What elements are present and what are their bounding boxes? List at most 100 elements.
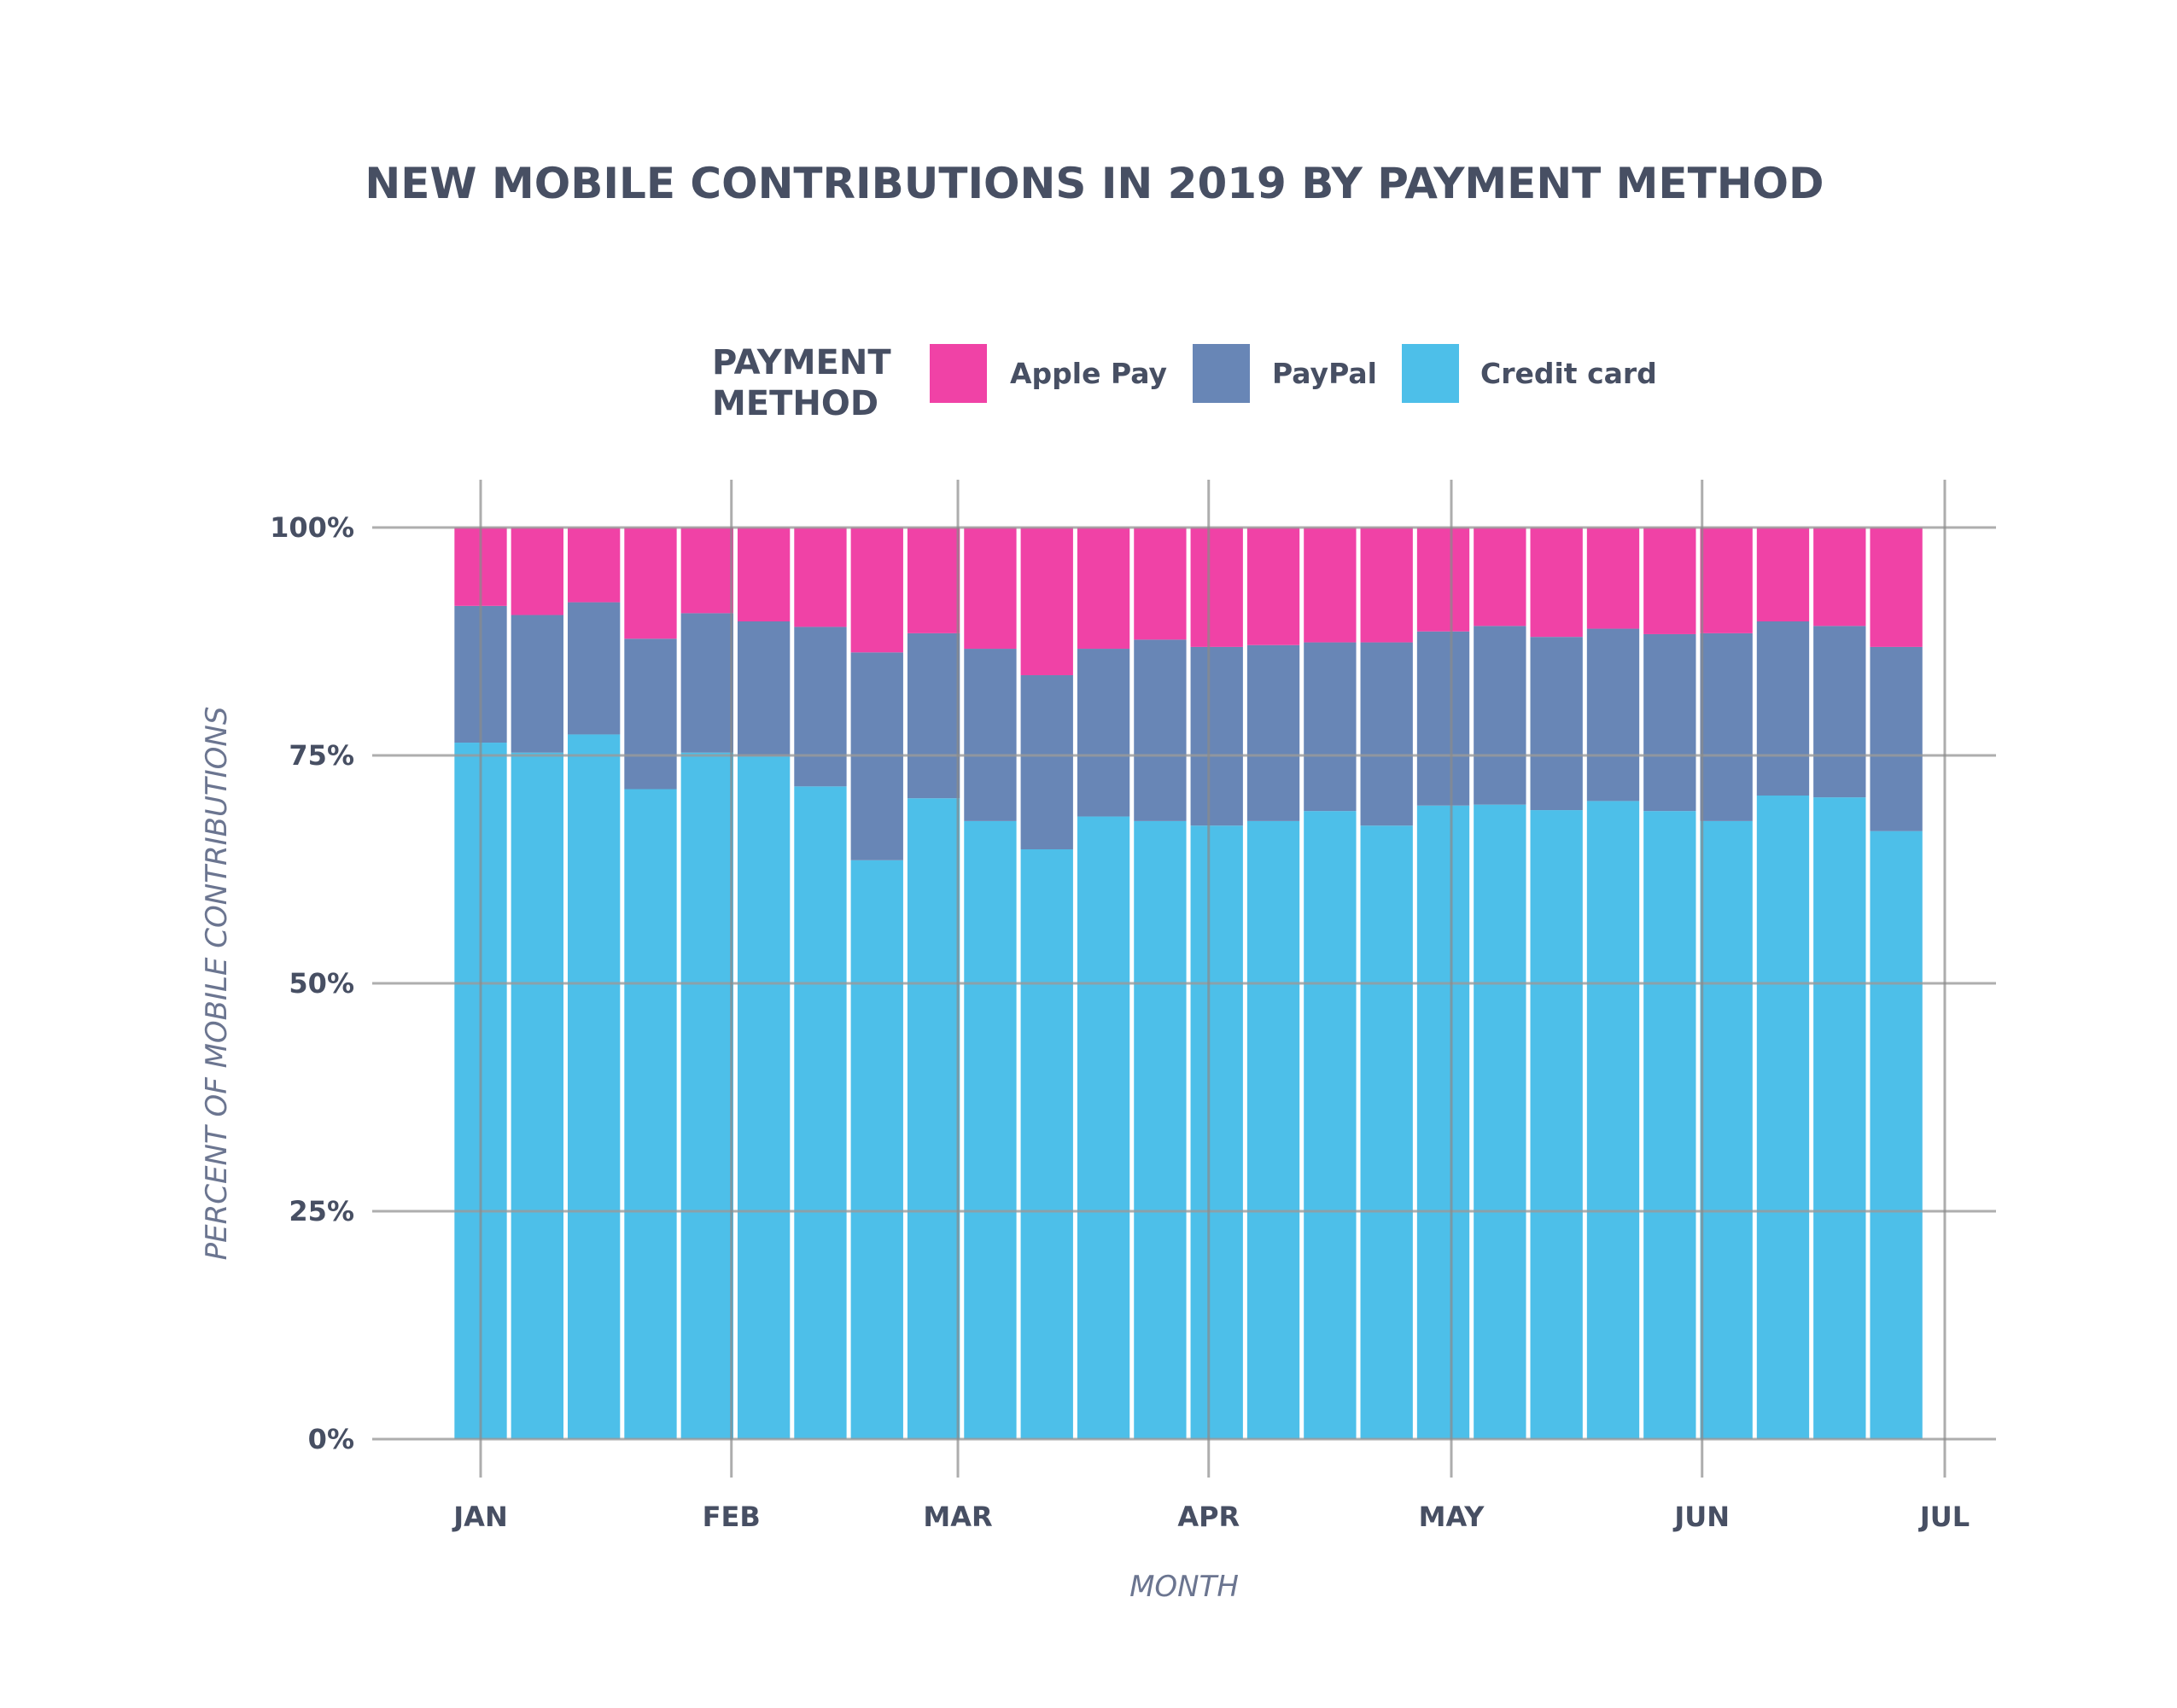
bar-credit-card xyxy=(1416,805,1470,1439)
legend-title-line2: METHOD xyxy=(712,384,878,423)
y-tick-label: 25% xyxy=(289,1195,354,1227)
bar-paypal xyxy=(1870,646,1923,831)
y-tick-label: 50% xyxy=(289,967,354,1000)
legend-swatch-apple-pay xyxy=(930,344,987,403)
bar-apple-pay xyxy=(1700,528,1753,633)
bar-apple-pay xyxy=(1304,528,1357,643)
bar-paypal xyxy=(1134,639,1187,821)
bar-apple-pay xyxy=(1360,528,1413,643)
legend-label-paypal: PayPal xyxy=(1272,357,1377,390)
bar-paypal xyxy=(1530,637,1583,811)
legend-label-apple-pay: Apple Pay xyxy=(1010,357,1167,390)
bar-credit-card xyxy=(1813,797,1866,1439)
bar-credit-card xyxy=(1700,820,1753,1439)
bar-credit-card xyxy=(567,734,621,1439)
y-tick-label: 0% xyxy=(308,1423,354,1455)
bar-apple-pay xyxy=(1246,528,1300,645)
bar-paypal xyxy=(1416,631,1470,806)
bar-paypal xyxy=(907,632,960,799)
bar-credit-card xyxy=(1020,849,1073,1439)
bar-credit-card xyxy=(511,752,563,1439)
bar-apple-pay xyxy=(567,528,621,603)
bar-paypal xyxy=(1586,628,1640,802)
bar-apple-pay xyxy=(1077,528,1130,650)
bars xyxy=(454,528,1923,1439)
bar-credit-card xyxy=(1246,820,1300,1439)
bar-apple-pay xyxy=(737,528,791,622)
bar-paypal xyxy=(511,615,563,753)
bar-apple-pay xyxy=(1643,528,1696,634)
bar-paypal xyxy=(1756,621,1810,796)
x-tick-label: JAN xyxy=(452,1501,507,1533)
bar-paypal xyxy=(1304,642,1357,812)
y-tick-label: 100% xyxy=(270,511,354,544)
bar-credit-card xyxy=(1586,801,1640,1439)
bar-apple-pay xyxy=(1474,528,1526,627)
bar-credit-card xyxy=(1756,795,1810,1439)
x-tick-label: JUN xyxy=(1672,1501,1730,1533)
bar-apple-pay xyxy=(1530,528,1583,638)
bar-credit-card xyxy=(850,860,903,1439)
bar-credit-card xyxy=(907,798,960,1439)
bar-credit-card xyxy=(1530,810,1583,1439)
bar-credit-card xyxy=(624,789,677,1439)
bar-credit-card xyxy=(680,752,733,1439)
bar-apple-pay xyxy=(1586,528,1640,629)
y-axis-title: PERCENT OF MOBILE CONTRIBUTIONS xyxy=(200,707,234,1261)
bar-paypal xyxy=(794,627,847,787)
bar-paypal xyxy=(1643,633,1696,812)
bar-paypal xyxy=(1246,644,1300,821)
bar-paypal xyxy=(737,621,791,757)
bar-apple-pay xyxy=(680,528,733,614)
bar-credit-card xyxy=(964,820,1017,1439)
bar-apple-pay xyxy=(1416,528,1470,632)
bar-apple-pay xyxy=(1134,528,1187,640)
x-tick-label: FEB xyxy=(703,1501,761,1533)
x-tick-label: MAR xyxy=(923,1501,992,1533)
bar-apple-pay xyxy=(511,528,563,615)
bar-paypal xyxy=(1077,649,1130,817)
bar-apple-pay xyxy=(907,528,960,633)
legend-swatch-paypal xyxy=(1193,344,1250,403)
bar-apple-pay xyxy=(624,528,677,639)
bar-credit-card xyxy=(1190,825,1243,1439)
bar-credit-card xyxy=(1474,804,1526,1439)
bar-apple-pay xyxy=(1870,528,1923,647)
x-tick-label: JUL xyxy=(1918,1501,1970,1533)
legend-label-credit-card: Credit card xyxy=(1480,357,1657,390)
bar-credit-card xyxy=(1077,816,1130,1439)
bar-credit-card xyxy=(1134,820,1187,1439)
bar-credit-card xyxy=(1870,831,1923,1439)
bar-apple-pay xyxy=(794,528,847,627)
x-tick-label: MAY xyxy=(1419,1501,1485,1533)
x-axis-title: MONTH xyxy=(1129,1570,1239,1604)
bar-paypal xyxy=(1020,675,1073,850)
bar-paypal xyxy=(624,638,677,790)
bar-apple-pay xyxy=(1813,528,1866,627)
bar-apple-pay xyxy=(1190,528,1243,647)
bar-paypal xyxy=(1190,646,1243,826)
bar-paypal xyxy=(680,613,733,753)
x-axis-ticks: JAN FEB MAR APR MAY JUN JUL xyxy=(452,1501,1970,1533)
bar-paypal xyxy=(1700,632,1753,821)
bar-apple-pay xyxy=(964,528,1017,650)
bar-paypal xyxy=(964,649,1017,821)
bar-apple-pay xyxy=(1756,528,1810,622)
legend-swatch-credit-card xyxy=(1402,344,1459,403)
x-tick-label: APR xyxy=(1177,1501,1240,1533)
bar-apple-pay xyxy=(1020,528,1073,676)
bar-credit-card xyxy=(1643,811,1696,1439)
bar-paypal xyxy=(1360,642,1413,826)
bar-credit-card xyxy=(1360,825,1413,1439)
bar-credit-card xyxy=(1304,811,1357,1439)
bar-paypal xyxy=(567,602,621,735)
legend-title-line1: PAYMENT xyxy=(712,343,891,382)
gridlines xyxy=(372,480,1996,1478)
y-axis-ticks: 0% 25% 50% 75% 100% xyxy=(270,511,354,1455)
y-tick-label: 75% xyxy=(289,739,354,772)
bar-credit-card xyxy=(737,756,791,1439)
bar-paypal xyxy=(1474,626,1526,805)
legend: PAYMENT METHOD Apple Pay PayPal Credit c… xyxy=(712,343,1657,423)
bar-credit-card xyxy=(794,786,847,1439)
